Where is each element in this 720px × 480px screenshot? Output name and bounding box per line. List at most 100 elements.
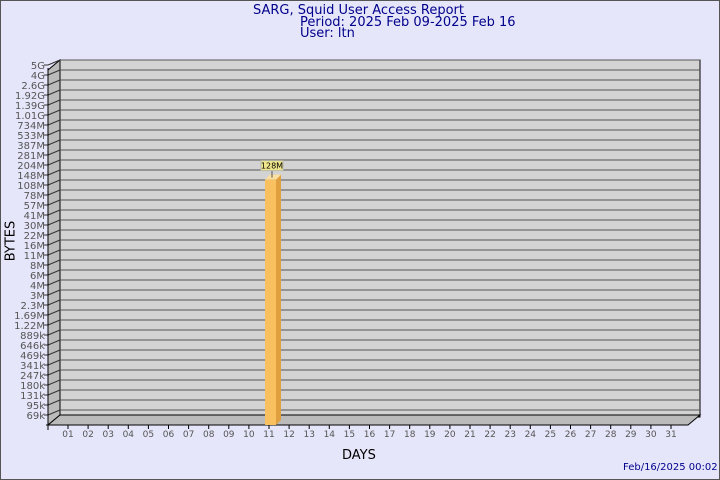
y-tick-label: 41M <box>24 211 45 222</box>
y-tick-diagonal <box>47 199 61 206</box>
bar-top <box>265 174 281 180</box>
y-tick-label: 734M <box>17 121 45 132</box>
chart-period: Period: 2025 Feb 09-2025 Feb 16 <box>300 15 516 30</box>
x-tick-label: 15 <box>344 430 355 440</box>
x-tick-label: 23 <box>504 430 515 440</box>
plot-back-wall <box>59 59 701 418</box>
y-tick-diagonal <box>47 289 61 296</box>
y-tick-diagonal <box>47 319 61 326</box>
y-tick-diagonal <box>47 339 61 346</box>
x-tick-label: 20 <box>444 430 456 440</box>
x-tick-label: 12 <box>283 430 294 440</box>
y-tick-label: 30M <box>24 221 45 232</box>
data-label: 128M <box>261 162 283 171</box>
y-tick-diagonal <box>47 79 61 86</box>
y-tick-diagonal <box>47 59 61 66</box>
y-tick-label: 6M <box>30 271 45 282</box>
y-tick-label: 4G <box>31 71 45 82</box>
y-tick-diagonal <box>47 239 61 246</box>
y-tick-label: 78M <box>24 191 45 202</box>
x-tick-label: 31 <box>665 430 676 440</box>
x-tick-label: 09 <box>223 430 235 440</box>
y-tick-label: 5G <box>31 61 45 72</box>
x-tick-label: 06 <box>163 430 175 440</box>
y-tick-diagonal <box>47 259 61 266</box>
x-tick-label: 14 <box>324 430 336 440</box>
chart-title: SARG, Squid User Access Report <box>253 3 464 18</box>
y-tick-label: 8M <box>30 261 45 272</box>
bar <box>265 179 276 425</box>
y-tick-label: 11M <box>24 251 45 262</box>
y-tick-label: 22M <box>24 231 45 242</box>
x-tick-label: 02 <box>82 430 93 440</box>
plot-floor <box>46 414 702 426</box>
y-tick-label: 646k <box>20 341 45 352</box>
y-tick-label: 95k <box>26 401 45 412</box>
y-tick-diagonal <box>47 329 61 336</box>
y-tick-diagonal <box>47 379 61 386</box>
y-tick-label: 1.22M <box>14 321 45 332</box>
y-tick-label: 204M <box>17 161 45 172</box>
y-tick-diagonal <box>47 179 61 186</box>
y-tick-label: 1.39G <box>15 101 45 112</box>
y-tick-diagonal <box>47 119 61 126</box>
y-tick-diagonal <box>47 89 61 96</box>
y-tick-label: 108M <box>17 181 45 192</box>
y-tick-diagonal <box>47 109 61 116</box>
y-tick-diagonal <box>47 249 61 256</box>
y-tick-diagonal <box>47 139 61 146</box>
x-tick-label: 08 <box>203 430 215 440</box>
x-tick-label: 18 <box>404 430 416 440</box>
y-tick-label: 180k <box>20 381 45 392</box>
x-tick-label: 26 <box>565 430 577 440</box>
x-tick-label: 29 <box>625 430 637 440</box>
y-tick-label: 889k <box>20 331 45 342</box>
x-tick-label: 10 <box>243 430 255 440</box>
x-tick-label: 13 <box>303 430 314 440</box>
y-tick-label: 1.92G <box>15 91 45 102</box>
y-tick-diagonal <box>47 169 61 176</box>
x-tick-label: 19 <box>424 430 436 440</box>
y-tick-diagonal <box>47 269 61 276</box>
x-tick-label: 25 <box>545 430 556 440</box>
x-tick-label: 01 <box>62 430 73 440</box>
y-tick-label: 281M <box>17 151 45 162</box>
x-tick-label: 11 <box>263 430 274 440</box>
x-tick-label: 07 <box>183 430 194 440</box>
y-tick-label: 247k <box>20 371 45 382</box>
y-tick-diagonal <box>47 189 61 196</box>
x-tick-label: 30 <box>645 430 657 440</box>
y-tick-diagonal <box>47 389 61 396</box>
data-label-box <box>260 160 284 172</box>
y-tick-diagonal <box>47 399 61 406</box>
x-tick-label: 24 <box>525 430 537 440</box>
y-tick-label: 1.69M <box>14 311 45 322</box>
x-tick-label: 22 <box>484 430 495 440</box>
x-tick-label: 05 <box>143 430 154 440</box>
y-tick-label: 2.6G <box>21 81 45 92</box>
y-tick-diagonal <box>47 129 61 136</box>
chart-user: User: ltn <box>300 26 355 41</box>
y-tick-diagonal <box>47 309 61 316</box>
y-tick-diagonal <box>47 279 61 286</box>
y-tick-diagonal <box>47 219 61 226</box>
x-tick-label: 17 <box>384 430 395 440</box>
x-tick-label: 03 <box>102 430 113 440</box>
y-tick-diagonal <box>47 349 61 356</box>
y-tick-label: 2.3M <box>20 301 45 312</box>
y-tick-diagonal <box>47 409 61 416</box>
report-timestamp: Feb/16/2025 00:02 <box>623 462 718 473</box>
x-tick-label: 28 <box>605 430 617 440</box>
y-tick-diagonal <box>47 369 61 376</box>
y-tick-label: 4M <box>30 281 45 292</box>
y-tick-diagonal <box>47 159 61 166</box>
y-tick-diagonal <box>47 229 61 236</box>
y-tick-diagonal <box>47 299 61 306</box>
y-tick-label: 387M <box>17 141 45 152</box>
y-tick-label: 57M <box>24 201 45 212</box>
y-tick-label: 3M <box>30 291 45 302</box>
x-tick-label: 27 <box>585 430 596 440</box>
y-tick-diagonal <box>47 69 61 76</box>
y-tick-label: 148M <box>17 171 45 182</box>
